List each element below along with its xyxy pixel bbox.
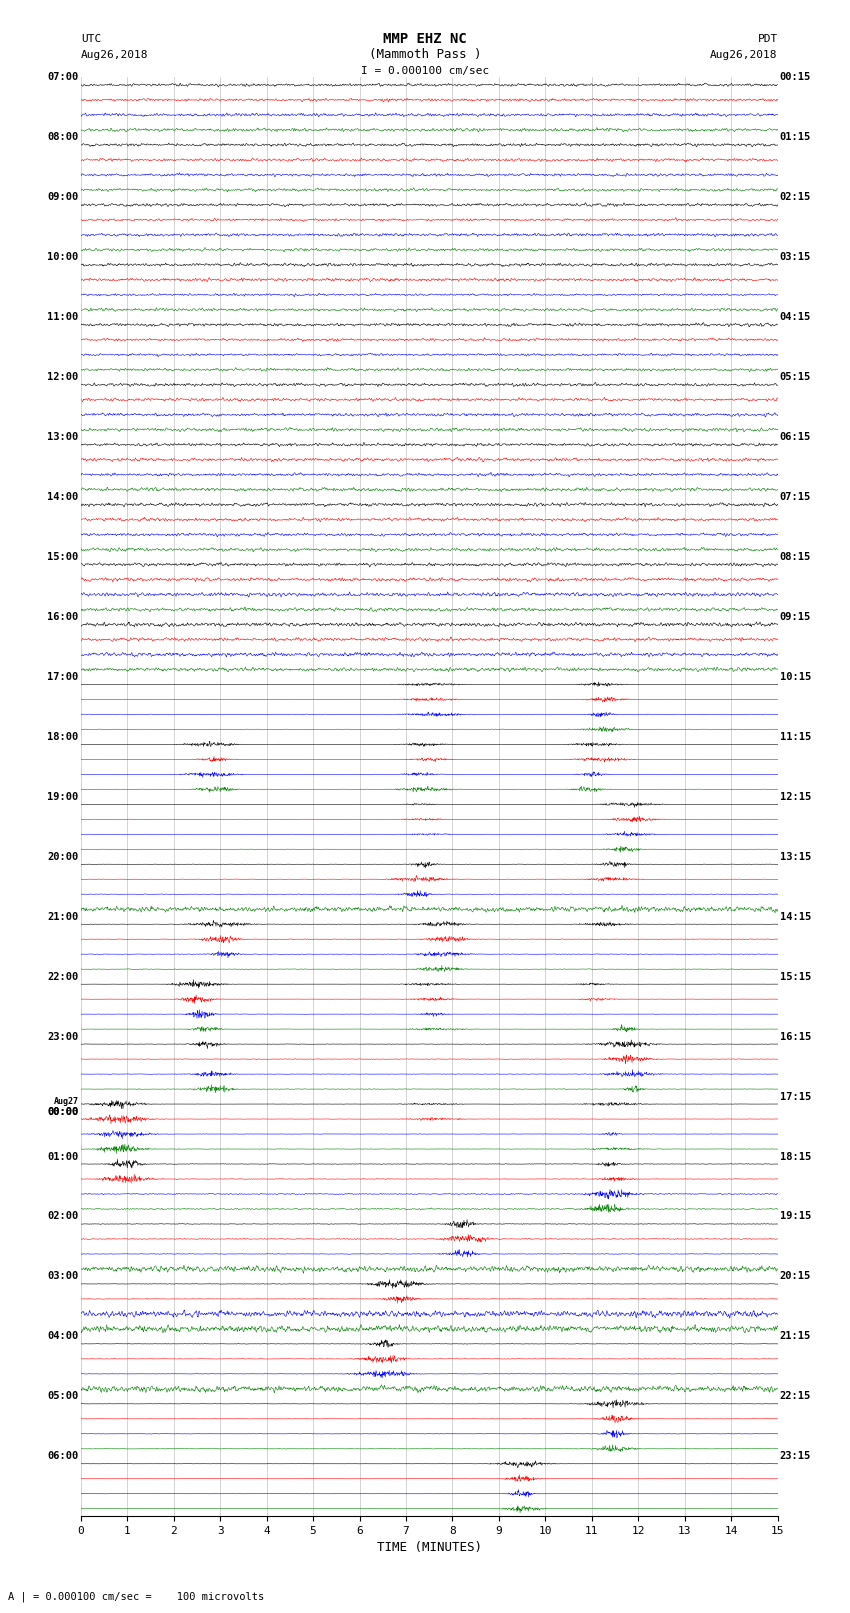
Text: 07:15: 07:15 <box>779 492 811 502</box>
Text: 04:15: 04:15 <box>779 313 811 323</box>
Text: 05:15: 05:15 <box>779 373 811 382</box>
Text: (Mammoth Pass ): (Mammoth Pass ) <box>369 48 481 61</box>
Text: 00:15: 00:15 <box>779 73 811 82</box>
Text: 08:00: 08:00 <box>48 132 79 142</box>
Text: 22:15: 22:15 <box>779 1392 811 1402</box>
Text: 15:00: 15:00 <box>48 552 79 561</box>
Text: 01:15: 01:15 <box>779 132 811 142</box>
Text: 00:00: 00:00 <box>48 1107 79 1116</box>
Text: 18:00: 18:00 <box>48 732 79 742</box>
Text: 09:00: 09:00 <box>48 192 79 202</box>
Text: 20:00: 20:00 <box>48 852 79 861</box>
Text: Aug26,2018: Aug26,2018 <box>81 50 148 60</box>
Text: 12:15: 12:15 <box>779 792 811 802</box>
Text: 23:00: 23:00 <box>48 1032 79 1042</box>
Text: UTC: UTC <box>81 34 101 44</box>
Text: 11:15: 11:15 <box>779 732 811 742</box>
Text: 12:00: 12:00 <box>48 373 79 382</box>
Text: 02:00: 02:00 <box>48 1211 79 1221</box>
Text: 20:15: 20:15 <box>779 1271 811 1281</box>
Text: 13:15: 13:15 <box>779 852 811 861</box>
Text: 19:00: 19:00 <box>48 792 79 802</box>
Text: I = 0.000100 cm/sec: I = 0.000100 cm/sec <box>361 66 489 76</box>
Text: 21:00: 21:00 <box>48 911 79 921</box>
Text: 14:00: 14:00 <box>48 492 79 502</box>
Text: 07:00: 07:00 <box>48 73 79 82</box>
Text: 06:15: 06:15 <box>779 432 811 442</box>
Text: 17:00: 17:00 <box>48 673 79 682</box>
Text: 06:00: 06:00 <box>48 1452 79 1461</box>
Text: 18:15: 18:15 <box>779 1152 811 1161</box>
Text: A | = 0.000100 cm/sec =    100 microvolts: A | = 0.000100 cm/sec = 100 microvolts <box>8 1592 264 1602</box>
Text: 17:15: 17:15 <box>779 1092 811 1102</box>
Text: 09:15: 09:15 <box>779 611 811 623</box>
Text: 10:00: 10:00 <box>48 252 79 263</box>
Text: Aug27: Aug27 <box>54 1097 79 1105</box>
Text: 11:00: 11:00 <box>48 313 79 323</box>
Text: 03:00: 03:00 <box>48 1271 79 1281</box>
Text: 13:00: 13:00 <box>48 432 79 442</box>
Text: 21:15: 21:15 <box>779 1331 811 1342</box>
X-axis label: TIME (MINUTES): TIME (MINUTES) <box>377 1542 482 1555</box>
Text: 04:00: 04:00 <box>48 1331 79 1342</box>
Text: 19:15: 19:15 <box>779 1211 811 1221</box>
Text: 05:00: 05:00 <box>48 1392 79 1402</box>
Text: 03:15: 03:15 <box>779 252 811 263</box>
Text: PDT: PDT <box>757 34 778 44</box>
Text: 16:15: 16:15 <box>779 1032 811 1042</box>
Text: 23:15: 23:15 <box>779 1452 811 1461</box>
Text: MMP EHZ NC: MMP EHZ NC <box>383 32 467 45</box>
Text: Aug26,2018: Aug26,2018 <box>711 50 778 60</box>
Text: 08:15: 08:15 <box>779 552 811 561</box>
Text: 10:15: 10:15 <box>779 673 811 682</box>
Text: 00:00: 00:00 <box>48 1107 79 1116</box>
Text: 22:00: 22:00 <box>48 971 79 982</box>
Text: 14:15: 14:15 <box>779 911 811 921</box>
Text: 02:15: 02:15 <box>779 192 811 202</box>
Text: 01:00: 01:00 <box>48 1152 79 1161</box>
Text: 16:00: 16:00 <box>48 611 79 623</box>
Text: 15:15: 15:15 <box>779 971 811 982</box>
